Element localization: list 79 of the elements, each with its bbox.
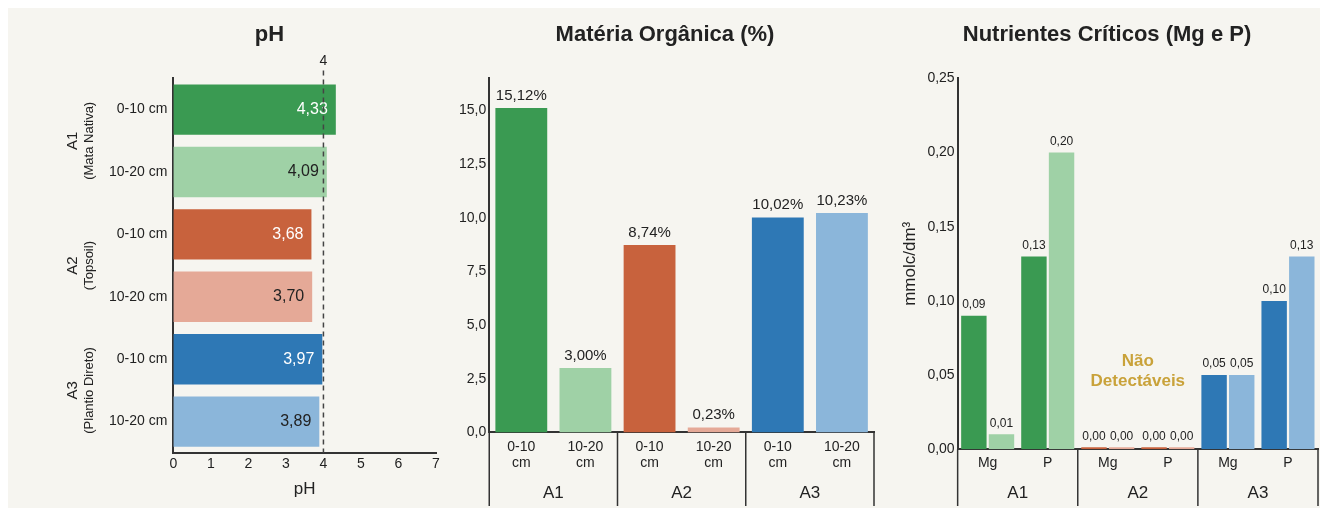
x-tick-label: Mg xyxy=(977,454,998,471)
y-tick-label: 15,0 xyxy=(459,101,487,118)
x-tick-label: 10-20 cm xyxy=(824,437,861,471)
data-label: 4,09 xyxy=(287,162,319,180)
data-label: 15,12% xyxy=(495,85,547,103)
annotation: Não Detectáveis xyxy=(1090,351,1186,391)
x-tick-label: 3 xyxy=(282,455,291,472)
x-tick-label: 5 xyxy=(357,455,366,472)
x-tick-label: 1 xyxy=(206,455,215,472)
y-tick-label: 10-20 cm xyxy=(109,412,168,429)
y-tick-label: 5,0 xyxy=(466,315,487,332)
x-tick-label: P xyxy=(1163,454,1173,471)
y-tick-label: 7,5 xyxy=(466,262,487,279)
data-label: 0,13 xyxy=(1290,237,1314,252)
data-label: 0,00 xyxy=(1142,428,1167,443)
y-tick-label: 0,25 xyxy=(927,69,955,86)
data-label: 10,23% xyxy=(816,190,868,208)
y-axis-title: mmolc/dm³ xyxy=(899,221,919,306)
text: A1 xyxy=(542,483,564,503)
data-label: 3,89 xyxy=(280,412,312,430)
data-label: 0,01 xyxy=(989,415,1014,430)
data-label: 0,00 xyxy=(1109,428,1134,443)
x-tick-label: P xyxy=(1283,454,1293,471)
text: A3 xyxy=(799,483,821,503)
x-axis-title: pH xyxy=(293,479,316,499)
y-tick-label: 10-20 cm xyxy=(109,162,168,179)
x-tick-label: 7 xyxy=(432,455,441,472)
data-label: 4,33 xyxy=(296,100,328,118)
y-tick-label: 0,15 xyxy=(927,217,955,234)
x-tick-label: 0-10 cm xyxy=(635,437,664,471)
y-tick-label: 0,00 xyxy=(927,440,955,457)
text: A1 xyxy=(1007,483,1029,503)
y-tick-label: 0,05 xyxy=(927,365,955,382)
y-tick-label: 10-20 cm xyxy=(109,287,168,304)
data-label: 10,02% xyxy=(752,195,804,213)
data-label: 3,00% xyxy=(564,345,607,363)
x-tick-label: 10-20 cm xyxy=(567,437,604,471)
data-label: 3,97 xyxy=(283,349,315,367)
x-tick-label: Mg xyxy=(1098,454,1118,471)
text: A2 xyxy=(1127,483,1149,503)
data-label: 0,10 xyxy=(1262,282,1287,297)
text: A3 xyxy=(1247,483,1269,503)
y-tick-label: 0-10 cm xyxy=(116,225,168,242)
data-label: 0,00 xyxy=(1169,428,1194,443)
y-tick-label: 12,5 xyxy=(459,155,487,172)
x-tick-label: 0-10 cm xyxy=(763,437,793,471)
data-label: 0,09 xyxy=(962,297,986,312)
data-label: 0,20 xyxy=(1049,133,1074,148)
chart-title: Matéria Orgânica (%) xyxy=(555,21,775,47)
y-tick-label: 0-10 cm xyxy=(116,350,168,367)
text: A2 xyxy=(671,483,693,503)
x-tick-label: 6 xyxy=(394,455,403,472)
x-tick-label: P xyxy=(1043,454,1053,471)
data-label: 3,70 xyxy=(273,287,305,305)
y-tick-label: 0-10 cm xyxy=(116,100,168,117)
data-label: 0,05 xyxy=(1230,356,1254,371)
chart-title: Nutrientes Críticos (Mg e P) xyxy=(962,21,1252,47)
text: A3 (Plantio Direto) xyxy=(63,347,96,434)
y-tick-label: 10,0 xyxy=(459,208,487,225)
x-tick-label: 0 xyxy=(169,455,178,472)
data-label: 8,74% xyxy=(628,222,671,240)
x-tick-label: 0-10 cm xyxy=(507,437,536,471)
x-tick-label: 4 xyxy=(319,455,328,472)
text: A1 (Mata Nativa) xyxy=(63,101,96,180)
text: A2 (Topsoil) xyxy=(63,241,96,291)
y-tick-label: 0,10 xyxy=(927,291,955,308)
y-tick-label: 0,0 xyxy=(466,423,487,440)
x-tick-label: 10-20 cm xyxy=(695,437,732,471)
data-label: 3,68 xyxy=(272,224,304,242)
ref-line-label: 4 xyxy=(319,52,328,69)
data-label: 0,23% xyxy=(692,405,735,423)
data-label: 0,13 xyxy=(1022,237,1046,252)
chart-title: pH xyxy=(254,21,285,47)
x-tick-label: Mg xyxy=(1218,454,1238,471)
data-label: 0,05 xyxy=(1202,356,1227,371)
y-tick-label: 0,20 xyxy=(927,143,955,160)
data-label: 0,00 xyxy=(1082,428,1106,443)
y-tick-label: 2,5 xyxy=(466,369,487,386)
x-tick-label: 2 xyxy=(244,455,253,472)
